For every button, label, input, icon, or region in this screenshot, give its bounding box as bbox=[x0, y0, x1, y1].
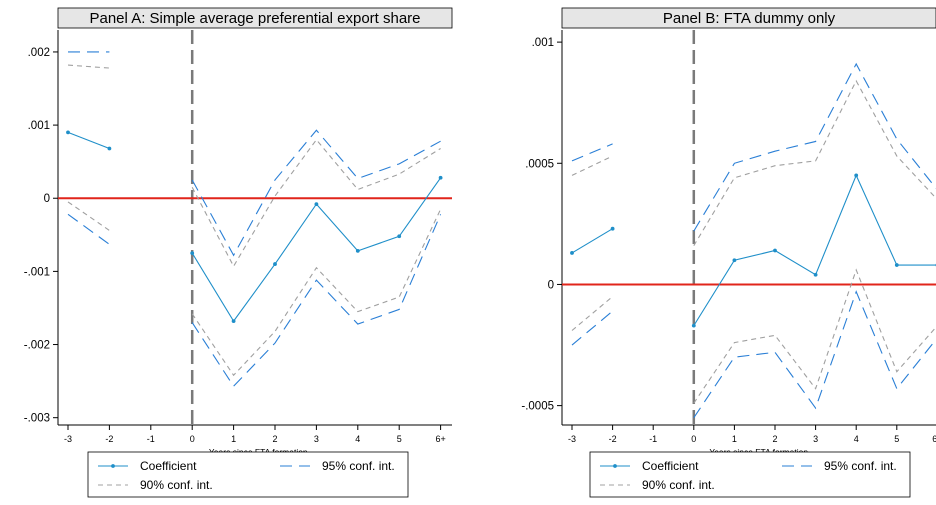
x-tick-label: -3 bbox=[568, 434, 576, 444]
series-line bbox=[693, 62, 936, 232]
legend-label: Coefficient bbox=[642, 459, 699, 473]
series-line bbox=[693, 79, 936, 246]
legend-label: 95% conf. int. bbox=[824, 459, 897, 473]
series-line bbox=[693, 174, 936, 326]
series-line bbox=[693, 290, 936, 419]
series-line bbox=[571, 155, 613, 176]
x-tick-label: 5 bbox=[397, 434, 402, 444]
series-line bbox=[571, 143, 613, 162]
series-95-conf-int- bbox=[571, 290, 936, 419]
legend-label: 90% conf. int. bbox=[642, 478, 715, 492]
legend-marker bbox=[111, 464, 115, 468]
x-tick-label: -2 bbox=[105, 434, 113, 444]
series-90-conf-int- bbox=[67, 201, 442, 377]
y-tick-label: .0005 bbox=[525, 158, 554, 170]
panel-title: Panel A: Simple average preferential exp… bbox=[89, 10, 420, 27]
x-tick-label: -2 bbox=[609, 434, 617, 444]
y-tick-label: -.002 bbox=[24, 340, 50, 352]
series-line bbox=[191, 208, 442, 377]
x-tick-label: 6+ bbox=[435, 434, 445, 444]
x-tick-label: 3 bbox=[314, 434, 319, 444]
legend: Coefficient 95% conf. int. 90% conf. int. bbox=[589, 451, 911, 498]
legend-label: 95% conf. int. bbox=[322, 459, 395, 473]
panel-title: Panel B: FTA dummy only bbox=[663, 10, 836, 27]
chart-panel-b: Panel B: FTA dummy only .001 .0005 0 -.0005 -… bbox=[521, 7, 936, 498]
legend: Coefficient 95% conf. int. 90% conf. int. bbox=[87, 451, 409, 498]
series-95-conf-int- bbox=[571, 62, 936, 232]
y-tick-label: -.001 bbox=[24, 266, 50, 278]
series-line bbox=[693, 268, 936, 404]
y-tick-label: 0 bbox=[44, 193, 50, 205]
chart-panel-a: Panel A: Simple average preferential exp… bbox=[24, 7, 453, 498]
x-tick-label: 6+ bbox=[932, 434, 936, 444]
y-tick-label: .002 bbox=[28, 47, 50, 59]
series-line bbox=[67, 213, 110, 245]
series-coefficient bbox=[66, 130, 443, 324]
legend-box bbox=[589, 451, 911, 498]
series-line bbox=[67, 201, 110, 231]
x-tick-label: -3 bbox=[64, 434, 72, 444]
x-tick-label: -1 bbox=[649, 434, 657, 444]
series-95-conf-int- bbox=[67, 213, 442, 388]
x-tick-label: 4 bbox=[355, 434, 360, 444]
legend-marker bbox=[613, 464, 617, 468]
x-tick-label: 3 bbox=[813, 434, 818, 444]
series-line bbox=[191, 177, 442, 323]
x-tick-label: 2 bbox=[272, 434, 277, 444]
series-90-conf-int- bbox=[67, 64, 441, 268]
y-tick-label: .001 bbox=[532, 37, 554, 49]
x-tick-label: 1 bbox=[732, 434, 737, 444]
series-line bbox=[67, 64, 110, 69]
panel-title-bar bbox=[561, 7, 936, 29]
series-line bbox=[571, 296, 613, 331]
series-line bbox=[67, 131, 110, 150]
x-tick-label: 4 bbox=[854, 434, 859, 444]
y-tick-label: .001 bbox=[28, 120, 50, 132]
x-tick-label: 0 bbox=[190, 434, 195, 444]
y-tick-label: -.003 bbox=[24, 413, 50, 425]
legend-box bbox=[87, 451, 409, 498]
series-coefficient bbox=[570, 173, 936, 328]
y-tick-label: 0 bbox=[548, 279, 554, 291]
series-line bbox=[571, 310, 613, 346]
x-tick-label: 1 bbox=[231, 434, 236, 444]
x-tick-label: -1 bbox=[147, 434, 155, 444]
series-line bbox=[571, 228, 613, 254]
panel-title-bar bbox=[57, 7, 453, 29]
legend-label: 90% conf. int. bbox=[140, 478, 213, 492]
series-95-conf-int- bbox=[68, 51, 441, 257]
legend-label: Coefficient bbox=[140, 459, 197, 473]
series-90-conf-int- bbox=[571, 268, 936, 404]
x-tick-label: 2 bbox=[772, 434, 777, 444]
series-90-conf-int- bbox=[571, 79, 936, 246]
series-line bbox=[191, 129, 441, 257]
series-line bbox=[191, 214, 442, 388]
x-tick-label: 0 bbox=[691, 434, 696, 444]
x-tick-label: 5 bbox=[894, 434, 899, 444]
y-tick-label: -.0005 bbox=[521, 401, 554, 413]
